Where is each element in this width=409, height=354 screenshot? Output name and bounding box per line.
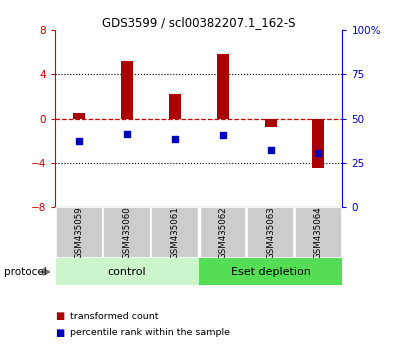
- Point: [171, 136, 178, 141]
- Bar: [151, 207, 198, 258]
- Bar: [199, 258, 342, 285]
- Bar: [294, 207, 341, 258]
- Text: GSM435060: GSM435060: [122, 206, 131, 259]
- Text: percentile rank within the sample: percentile rank within the sample: [70, 328, 229, 337]
- Bar: [312, 119, 324, 169]
- Bar: [216, 55, 228, 119]
- Text: protocol: protocol: [4, 267, 47, 277]
- Text: control: control: [108, 267, 146, 277]
- Bar: [56, 258, 198, 285]
- Text: ■: ■: [55, 311, 65, 321]
- Text: GSM435059: GSM435059: [74, 206, 83, 259]
- Point: [124, 131, 130, 137]
- Title: GDS3599 / scl00382207.1_162-S: GDS3599 / scl00382207.1_162-S: [102, 16, 295, 29]
- Text: GSM435063: GSM435063: [265, 206, 274, 259]
- Point: [315, 150, 321, 156]
- Bar: [169, 94, 180, 119]
- Point: [76, 138, 82, 144]
- Point: [219, 132, 225, 138]
- Bar: [103, 207, 151, 258]
- Bar: [246, 207, 294, 258]
- Bar: [121, 61, 133, 119]
- Text: GSM435064: GSM435064: [313, 206, 322, 259]
- Text: GSM435062: GSM435062: [218, 206, 227, 259]
- Bar: [73, 113, 85, 119]
- Text: GSM435061: GSM435061: [170, 206, 179, 259]
- Text: Eset depletion: Eset depletion: [230, 267, 310, 277]
- Bar: [199, 207, 246, 258]
- Bar: [56, 207, 103, 258]
- Text: transformed count: transformed count: [70, 312, 158, 321]
- Point: [267, 147, 273, 152]
- Bar: [264, 119, 276, 127]
- Text: ■: ■: [55, 328, 65, 338]
